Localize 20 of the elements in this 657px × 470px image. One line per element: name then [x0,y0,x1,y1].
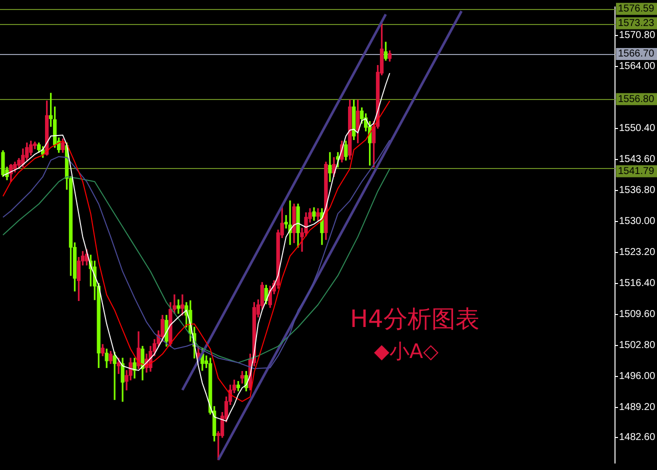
annotation: H4分析图表 [350,304,480,335]
ref-line-label: 1573.23 [618,18,655,30]
ref-line-label: 1541.79 [618,166,655,178]
y-tick-label: 1489.20 [619,402,656,414]
y-tick-label: 1550.40 [619,123,656,134]
y-tick-label: 1496.00 [619,371,656,382]
ref-line-label: 1576.59 [618,4,655,15]
y-tick-label: 1502.80 [619,340,656,352]
annotation: ◆小A◇ [374,338,438,365]
y-tick-label: 1482.60 [619,432,656,444]
ref-line-label: 1566.70 [618,48,655,60]
y-tick-label: 1564.00 [619,61,656,72]
y-tick-label: 1570.80 [619,30,656,42]
y-tick-label: 1530.00 [619,216,656,228]
y-tick-label: 1509.60 [619,309,656,320]
y-tick-label: 1523.20 [619,247,656,258]
y-tick-label: 1536.80 [619,185,656,196]
y-tick-label: 1543.60 [619,154,656,166]
ref-line-label: 1556.80 [618,94,655,105]
y-tick-label: 1516.40 [619,278,656,290]
